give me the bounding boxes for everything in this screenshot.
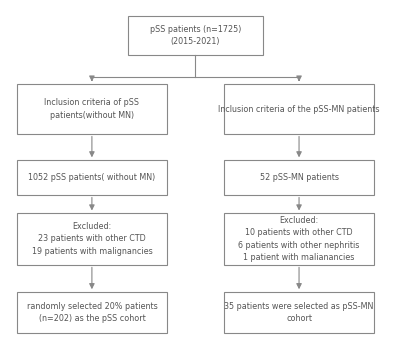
Bar — [128, 16, 263, 55]
Bar — [224, 160, 374, 195]
Text: Inclusion criteria of the pSS-MN patients: Inclusion criteria of the pSS-MN patient… — [218, 104, 380, 113]
Text: 52 pSS-MN patients: 52 pSS-MN patients — [260, 173, 338, 182]
Text: 1052 pSS patients( without MN): 1052 pSS patients( without MN) — [28, 173, 156, 182]
Bar — [17, 160, 166, 195]
Text: 35 patients were selected as pSS-MN
cohort: 35 patients were selected as pSS-MN coho… — [224, 302, 374, 324]
Bar — [224, 85, 374, 134]
Text: pSS patients (n=1725)
(2015-2021): pSS patients (n=1725) (2015-2021) — [150, 24, 241, 46]
Text: Inclusion criteria of pSS
patients(without MN): Inclusion criteria of pSS patients(witho… — [44, 98, 139, 120]
Bar — [17, 85, 166, 134]
Text: randomly selected 20% patients
(n=202) as the pSS cohort: randomly selected 20% patients (n=202) a… — [26, 302, 157, 324]
Text: Excluded:
23 patients with other CTD
19 patients with malignancies: Excluded: 23 patients with other CTD 19 … — [32, 222, 152, 256]
Bar — [224, 213, 374, 264]
Bar — [17, 292, 166, 333]
Bar — [224, 292, 374, 333]
Text: Excluded:
10 patients with other CTD
6 patients with other nephritis
1 patient w: Excluded: 10 patients with other CTD 6 p… — [238, 216, 360, 262]
Bar — [17, 213, 166, 264]
